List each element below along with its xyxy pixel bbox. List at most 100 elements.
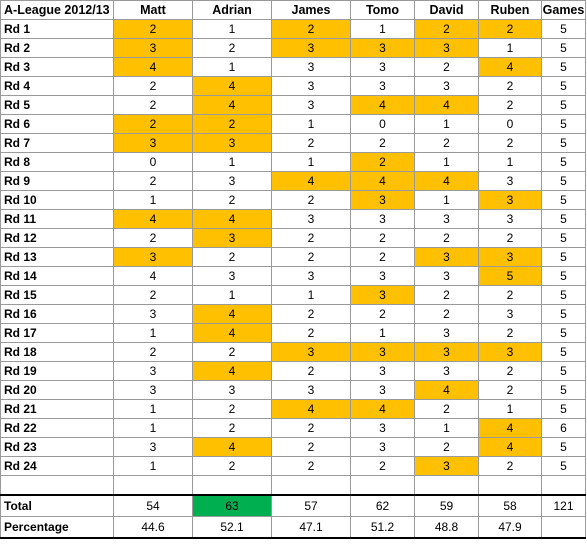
score-cell[interactable]: 4 — [414, 171, 479, 191]
cell[interactable] — [192, 475, 272, 496]
score-cell[interactable]: 4 — [113, 209, 193, 229]
games-cell[interactable]: 5 — [541, 57, 586, 77]
percentage-cell[interactable]: 47.9 — [478, 516, 542, 539]
round-label[interactable]: Rd 22 — [0, 418, 114, 438]
cell[interactable] — [113, 475, 193, 496]
games-cell[interactable]: 5 — [541, 247, 586, 267]
round-label[interactable]: Rd 21 — [0, 399, 114, 419]
games-header[interactable]: Games — [541, 0, 586, 20]
score-cell[interactable]: 2 — [414, 57, 479, 77]
score-cell[interactable]: 3 — [113, 380, 193, 400]
score-cell[interactable]: 2 — [414, 437, 479, 457]
score-cell[interactable]: 3 — [350, 76, 415, 96]
score-cell[interactable]: 3 — [350, 437, 415, 457]
score-cell[interactable]: 3 — [350, 285, 415, 305]
score-cell[interactable]: 2 — [113, 76, 193, 96]
score-cell[interactable]: 2 — [478, 19, 542, 39]
score-cell[interactable]: 2 — [192, 247, 272, 267]
score-cell[interactable]: 3 — [478, 171, 542, 191]
score-cell[interactable]: 2 — [271, 247, 351, 267]
score-cell[interactable]: 4 — [192, 361, 272, 381]
percentage-cell[interactable]: 51.2 — [350, 516, 415, 539]
total-cell[interactable]: 63 — [192, 494, 272, 517]
score-cell[interactable]: 3 — [478, 190, 542, 210]
score-cell[interactable]: 3 — [271, 380, 351, 400]
total-games-cell[interactable]: 121 — [541, 494, 586, 517]
round-label[interactable]: Rd 2 — [0, 38, 114, 58]
score-cell[interactable]: 3 — [113, 361, 193, 381]
score-cell[interactable]: 3 — [414, 456, 479, 476]
round-label[interactable]: Rd 14 — [0, 266, 114, 286]
score-cell[interactable]: 2 — [350, 133, 415, 153]
score-cell[interactable]: 1 — [192, 57, 272, 77]
games-cell[interactable]: 5 — [541, 399, 586, 419]
score-cell[interactable]: 1 — [192, 19, 272, 39]
score-cell[interactable]: 2 — [113, 285, 193, 305]
score-cell[interactable]: 2 — [113, 114, 193, 134]
score-cell[interactable]: 0 — [113, 152, 193, 172]
score-cell[interactable]: 4 — [192, 95, 272, 115]
total-cell[interactable]: 57 — [271, 494, 351, 517]
score-cell[interactable]: 1 — [113, 323, 193, 343]
player-header-adrian[interactable]: Adrian — [192, 0, 272, 20]
games-cell[interactable]: 5 — [541, 38, 586, 58]
score-cell[interactable]: 2 — [113, 228, 193, 248]
score-cell[interactable]: 2 — [350, 456, 415, 476]
score-cell[interactable]: 3 — [113, 437, 193, 457]
round-label[interactable]: Rd 3 — [0, 57, 114, 77]
percentage-label[interactable]: Percentage — [0, 516, 114, 539]
player-header-tomo[interactable]: Tomo — [350, 0, 415, 20]
score-cell[interactable]: 1 — [478, 152, 542, 172]
games-cell[interactable]: 6 — [541, 418, 586, 438]
cell[interactable] — [350, 475, 415, 496]
score-cell[interactable]: 2 — [271, 323, 351, 343]
score-cell[interactable]: 4 — [113, 57, 193, 77]
score-cell[interactable]: 1 — [478, 38, 542, 58]
round-label[interactable]: Rd 4 — [0, 76, 114, 96]
games-cell[interactable]: 5 — [541, 209, 586, 229]
score-cell[interactable]: 2 — [478, 285, 542, 305]
score-cell[interactable]: 3 — [350, 209, 415, 229]
score-cell[interactable]: 2 — [414, 228, 479, 248]
score-cell[interactable]: 3 — [192, 171, 272, 191]
games-cell[interactable]: 5 — [541, 266, 586, 286]
round-label[interactable]: Rd 13 — [0, 247, 114, 267]
round-label[interactable]: Rd 1 — [0, 19, 114, 39]
round-label[interactable]: Rd 15 — [0, 285, 114, 305]
score-cell[interactable]: 2 — [271, 437, 351, 457]
score-cell[interactable]: 3 — [113, 247, 193, 267]
score-cell[interactable]: 2 — [350, 304, 415, 324]
total-cell[interactable]: 54 — [113, 494, 193, 517]
score-cell[interactable]: 3 — [414, 209, 479, 229]
score-cell[interactable]: 2 — [271, 19, 351, 39]
score-cell[interactable]: 1 — [113, 399, 193, 419]
score-cell[interactable]: 3 — [350, 38, 415, 58]
cell[interactable] — [541, 475, 586, 496]
score-cell[interactable]: 3 — [113, 304, 193, 324]
score-cell[interactable]: 3 — [271, 38, 351, 58]
score-cell[interactable]: 3 — [478, 209, 542, 229]
round-label[interactable]: Rd 20 — [0, 380, 114, 400]
score-cell[interactable]: 2 — [478, 323, 542, 343]
games-cell[interactable]: 5 — [541, 190, 586, 210]
score-cell[interactable]: 3 — [414, 323, 479, 343]
games-cell[interactable]: 5 — [541, 304, 586, 324]
score-cell[interactable]: 3 — [350, 361, 415, 381]
score-cell[interactable]: 2 — [478, 76, 542, 96]
games-cell[interactable]: 5 — [541, 285, 586, 305]
score-cell[interactable]: 2 — [113, 19, 193, 39]
games-cell[interactable]: 5 — [541, 342, 586, 362]
score-cell[interactable]: 2 — [271, 456, 351, 476]
score-cell[interactable]: 1 — [192, 285, 272, 305]
round-label[interactable]: Rd 9 — [0, 171, 114, 191]
score-cell[interactable]: 3 — [414, 342, 479, 362]
round-label[interactable]: Rd 19 — [0, 361, 114, 381]
score-cell[interactable]: 3 — [271, 209, 351, 229]
score-cell[interactable]: 3 — [350, 380, 415, 400]
sheet-title[interactable]: A-League 2012/13 — [0, 0, 114, 20]
score-cell[interactable]: 3 — [192, 380, 272, 400]
score-cell[interactable]: 1 — [192, 152, 272, 172]
score-cell[interactable]: 1 — [414, 190, 479, 210]
round-label[interactable]: Rd 6 — [0, 114, 114, 134]
score-cell[interactable]: 2 — [350, 247, 415, 267]
